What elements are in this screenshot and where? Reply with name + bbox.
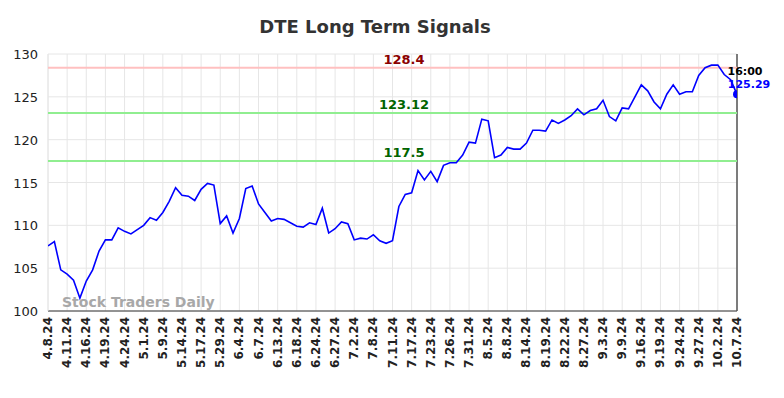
grid-line <box>105 54 106 311</box>
x-tick-label: 7.2.24 <box>347 317 361 360</box>
grid-line <box>392 54 393 311</box>
x-tick-label: 7.11.24 <box>386 317 400 368</box>
grid-line <box>660 54 661 311</box>
x-tick-label: 5.14.24 <box>175 317 189 368</box>
x-tick-label: 5.29.24 <box>213 317 227 368</box>
grid-line <box>603 54 604 311</box>
x-tick-label: 4.8.24 <box>41 317 55 360</box>
watermark: Stock Traders Daily <box>62 294 215 310</box>
reference-label: 123.12 <box>379 97 429 112</box>
x-tick-label: 7.8.24 <box>366 317 380 360</box>
x-tick-label: 9.24.24 <box>673 317 687 368</box>
grid-line <box>545 54 546 311</box>
x-tick-label: 9.9.24 <box>615 317 629 360</box>
y-tick-label: 120 <box>13 133 38 148</box>
grid-line <box>641 54 642 311</box>
x-tick-label: 5.1.24 <box>137 317 151 360</box>
plot-area <box>48 65 737 298</box>
grid-line <box>622 54 623 311</box>
x-tick-label: 10.2.24 <box>711 317 725 368</box>
grid-line <box>48 311 737 312</box>
grid-line <box>564 54 565 311</box>
grid-line <box>583 54 584 311</box>
grid-line <box>162 54 163 311</box>
x-tick-label: 7.17.24 <box>405 317 419 368</box>
grid-line <box>488 54 489 311</box>
grid-line <box>220 54 221 311</box>
x-tick-label: 4.16.24 <box>79 317 93 368</box>
grid-line <box>469 54 470 311</box>
y-tick-label: 100 <box>13 304 38 319</box>
x-tick-label: 7.31.24 <box>462 317 476 368</box>
title: DTE Long Term Signals <box>259 16 490 37</box>
grid-line <box>67 54 68 311</box>
x-tick-label: 6.18.24 <box>290 317 304 368</box>
grid-line <box>86 54 87 311</box>
last-point <box>733 90 737 98</box>
reference-label: 117.5 <box>383 145 424 160</box>
x-tick-label: 10.7.24 <box>730 317 744 368</box>
x-tick-label: 9.27.24 <box>692 317 706 368</box>
x-tick-label: 4.19.24 <box>98 317 112 368</box>
grid-line <box>354 54 355 311</box>
grid-line <box>277 54 278 311</box>
x-tick-label: 7.26.24 <box>443 317 457 368</box>
x-tick-label: 6.4.24 <box>232 317 246 360</box>
chart: 100 105 110 115 120 125 130 4.8.24 4.11.24 4.16.2… <box>0 0 784 398</box>
x-axis <box>48 311 737 312</box>
grid-line <box>143 54 144 311</box>
grid-line <box>315 54 316 311</box>
grid-line <box>430 54 431 311</box>
y-tick-label: 115 <box>13 176 38 191</box>
x-tick-label: 5.17.24 <box>194 317 208 368</box>
y-tick-label: 130 <box>13 47 38 62</box>
x-tick-label: 4.24.24 <box>118 317 132 368</box>
y-tick-label: 110 <box>13 218 38 233</box>
grid-line <box>526 54 527 311</box>
x-tick-label: 9.3.24 <box>596 317 610 360</box>
x-tick-label: 9.19.24 <box>653 317 667 368</box>
grid-line <box>698 54 699 311</box>
x-tick-label: 4.11.24 <box>60 317 74 368</box>
grid-line <box>181 54 182 311</box>
grid-line <box>373 54 374 311</box>
x-tick-label: 8.14.24 <box>519 317 533 368</box>
last-time: 16:00 <box>727 65 762 78</box>
grid-line <box>335 54 336 311</box>
grid-line <box>507 54 508 311</box>
x-tick-label: 8.5.24 <box>481 317 495 360</box>
y-tick-label: 125 <box>13 90 38 105</box>
x-tick-label: 5.9.24 <box>156 317 170 360</box>
x-tick-label: 6.24.24 <box>309 317 323 368</box>
x-tick-label: 8.8.24 <box>500 317 514 360</box>
grid-line <box>124 54 125 311</box>
y-axis <box>48 54 49 311</box>
x-tick-label: 9.16.24 <box>634 317 648 368</box>
x-tick-label: 8.22.24 <box>558 317 572 368</box>
price-line <box>48 65 737 298</box>
x-tick-label: 6.13.24 <box>271 317 285 368</box>
last-value: 125.29 <box>728 78 770 91</box>
grid-line <box>449 54 450 311</box>
grid-line <box>717 54 718 311</box>
grid-line <box>296 54 297 311</box>
reference-line <box>48 112 737 114</box>
x-tick-label: 8.19.24 <box>539 317 553 368</box>
reference-label: 128.4 <box>383 52 424 67</box>
grid-line <box>48 54 49 311</box>
grid-line <box>201 54 202 311</box>
grid-line <box>258 54 259 311</box>
y-tick-label: 105 <box>13 261 38 276</box>
grid-line <box>239 54 240 311</box>
reference-line <box>48 67 737 69</box>
x-tick-label: 6.27.24 <box>328 317 342 368</box>
reference-line <box>48 160 737 162</box>
x-tick-label: 6.7.24 <box>252 317 266 360</box>
x-tick-label: 7.23.24 <box>424 317 438 368</box>
grid-line <box>411 54 412 311</box>
x-tick-label: 8.27.24 <box>577 317 591 368</box>
